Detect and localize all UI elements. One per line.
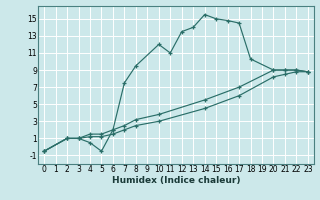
X-axis label: Humidex (Indice chaleur): Humidex (Indice chaleur) (112, 176, 240, 185)
